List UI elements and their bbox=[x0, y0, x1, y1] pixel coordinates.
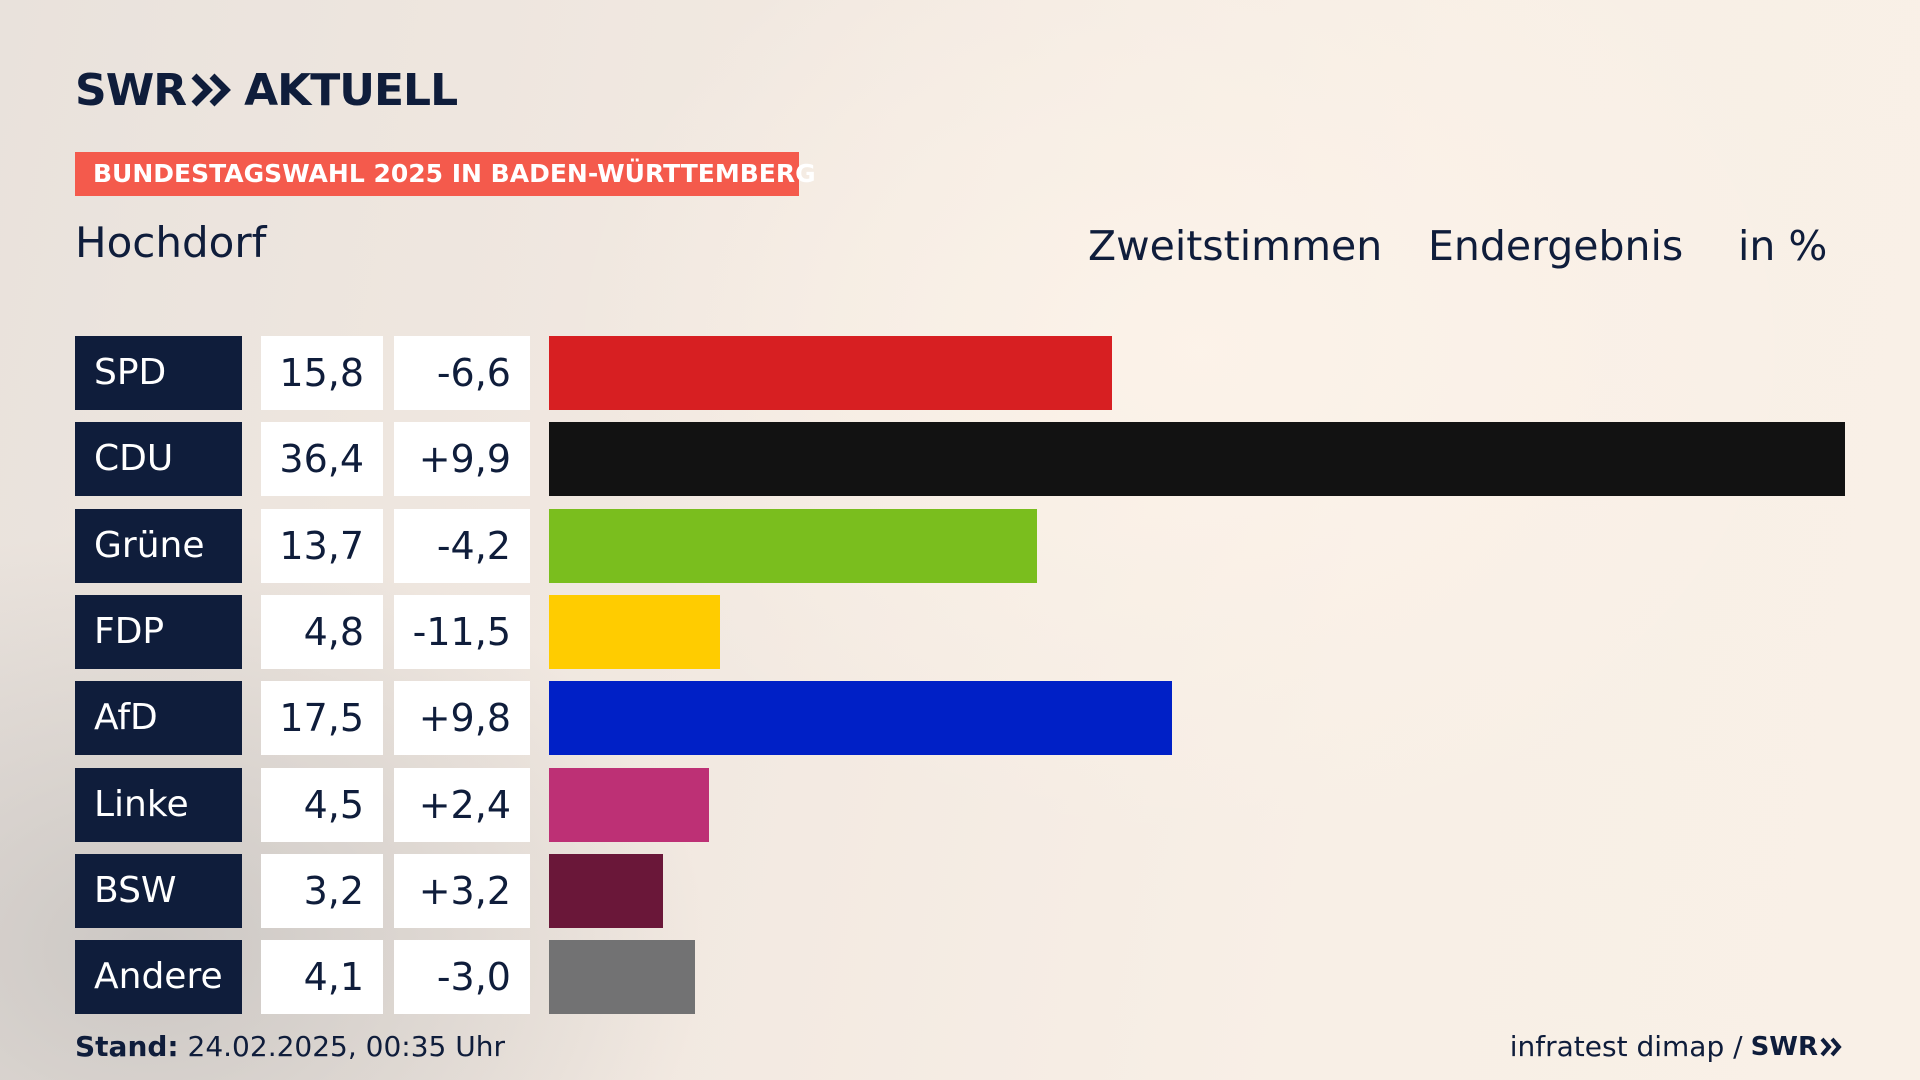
bar-andere bbox=[549, 940, 695, 1014]
logo-swr-text: SWR bbox=[75, 64, 187, 116]
timestamp: Stand: 24.02.2025, 00:35 Uhr bbox=[75, 1030, 505, 1063]
bar-afd bbox=[549, 681, 1172, 755]
vote-share-value: 4,5 bbox=[261, 768, 383, 842]
vote-type-header: Zweitstimmen bbox=[1088, 222, 1383, 270]
party-label: SPD bbox=[75, 336, 242, 410]
party-label: CDU bbox=[75, 422, 242, 496]
vote-change-value: +9,9 bbox=[394, 422, 530, 496]
stand-value: 24.02.2025, 00:35 Uhr bbox=[187, 1030, 505, 1063]
election-banner: BUNDESTAGSWAHL 2025 IN BADEN-WÜRTTEMBERG bbox=[75, 152, 816, 196]
bar-fdp bbox=[549, 595, 720, 669]
vote-share-value: 13,7 bbox=[261, 509, 383, 583]
bar-grüne bbox=[549, 509, 1037, 583]
unit-header: in % bbox=[1738, 222, 1828, 270]
party-label: AfD bbox=[75, 681, 242, 755]
vote-share-value: 4,1 bbox=[261, 940, 383, 1014]
double-chevron-icon bbox=[1820, 1037, 1842, 1056]
double-chevron-icon bbox=[191, 73, 232, 107]
party-label: Grüne bbox=[75, 509, 242, 583]
vote-change-value: -3,0 bbox=[394, 940, 530, 1014]
vote-change-value: +2,4 bbox=[394, 768, 530, 842]
source-credit: infratest dimap / SWR bbox=[1510, 1030, 1844, 1063]
bar-cdu bbox=[549, 422, 1845, 496]
vote-change-value: +9,8 bbox=[394, 681, 530, 755]
place-title: Hochdorf bbox=[75, 218, 267, 267]
vote-share-value: 17,5 bbox=[261, 681, 383, 755]
vote-change-value: -4,2 bbox=[394, 509, 530, 583]
vote-share-value: 4,8 bbox=[261, 595, 383, 669]
vote-share-value: 15,8 bbox=[261, 336, 383, 410]
vote-share-value: 3,2 bbox=[261, 854, 383, 928]
swr-small-logo: SWR bbox=[1751, 1032, 1844, 1062]
bar-spd bbox=[549, 336, 1112, 410]
vote-change-value: -11,5 bbox=[394, 595, 530, 669]
result-status-header: Endergebnis bbox=[1428, 222, 1684, 270]
party-label: Linke bbox=[75, 768, 242, 842]
stand-label: Stand: bbox=[75, 1030, 179, 1063]
vote-change-value: +3,2 bbox=[394, 854, 530, 928]
bar-bsw bbox=[549, 854, 663, 928]
source-brand: SWR bbox=[1750, 1031, 1818, 1062]
swr-aktuell-logo: SWR AKTUELL bbox=[75, 64, 458, 116]
logo-aktuell-text: AKTUELL bbox=[244, 64, 458, 116]
party-label: FDP bbox=[75, 595, 242, 669]
source-text: infratest dimap / bbox=[1509, 1030, 1743, 1063]
bar-linke bbox=[549, 768, 709, 842]
vote-change-value: -6,6 bbox=[394, 336, 530, 410]
party-label: BSW bbox=[75, 854, 242, 928]
party-label: Andere bbox=[75, 940, 242, 1014]
vote-share-value: 36,4 bbox=[261, 422, 383, 496]
